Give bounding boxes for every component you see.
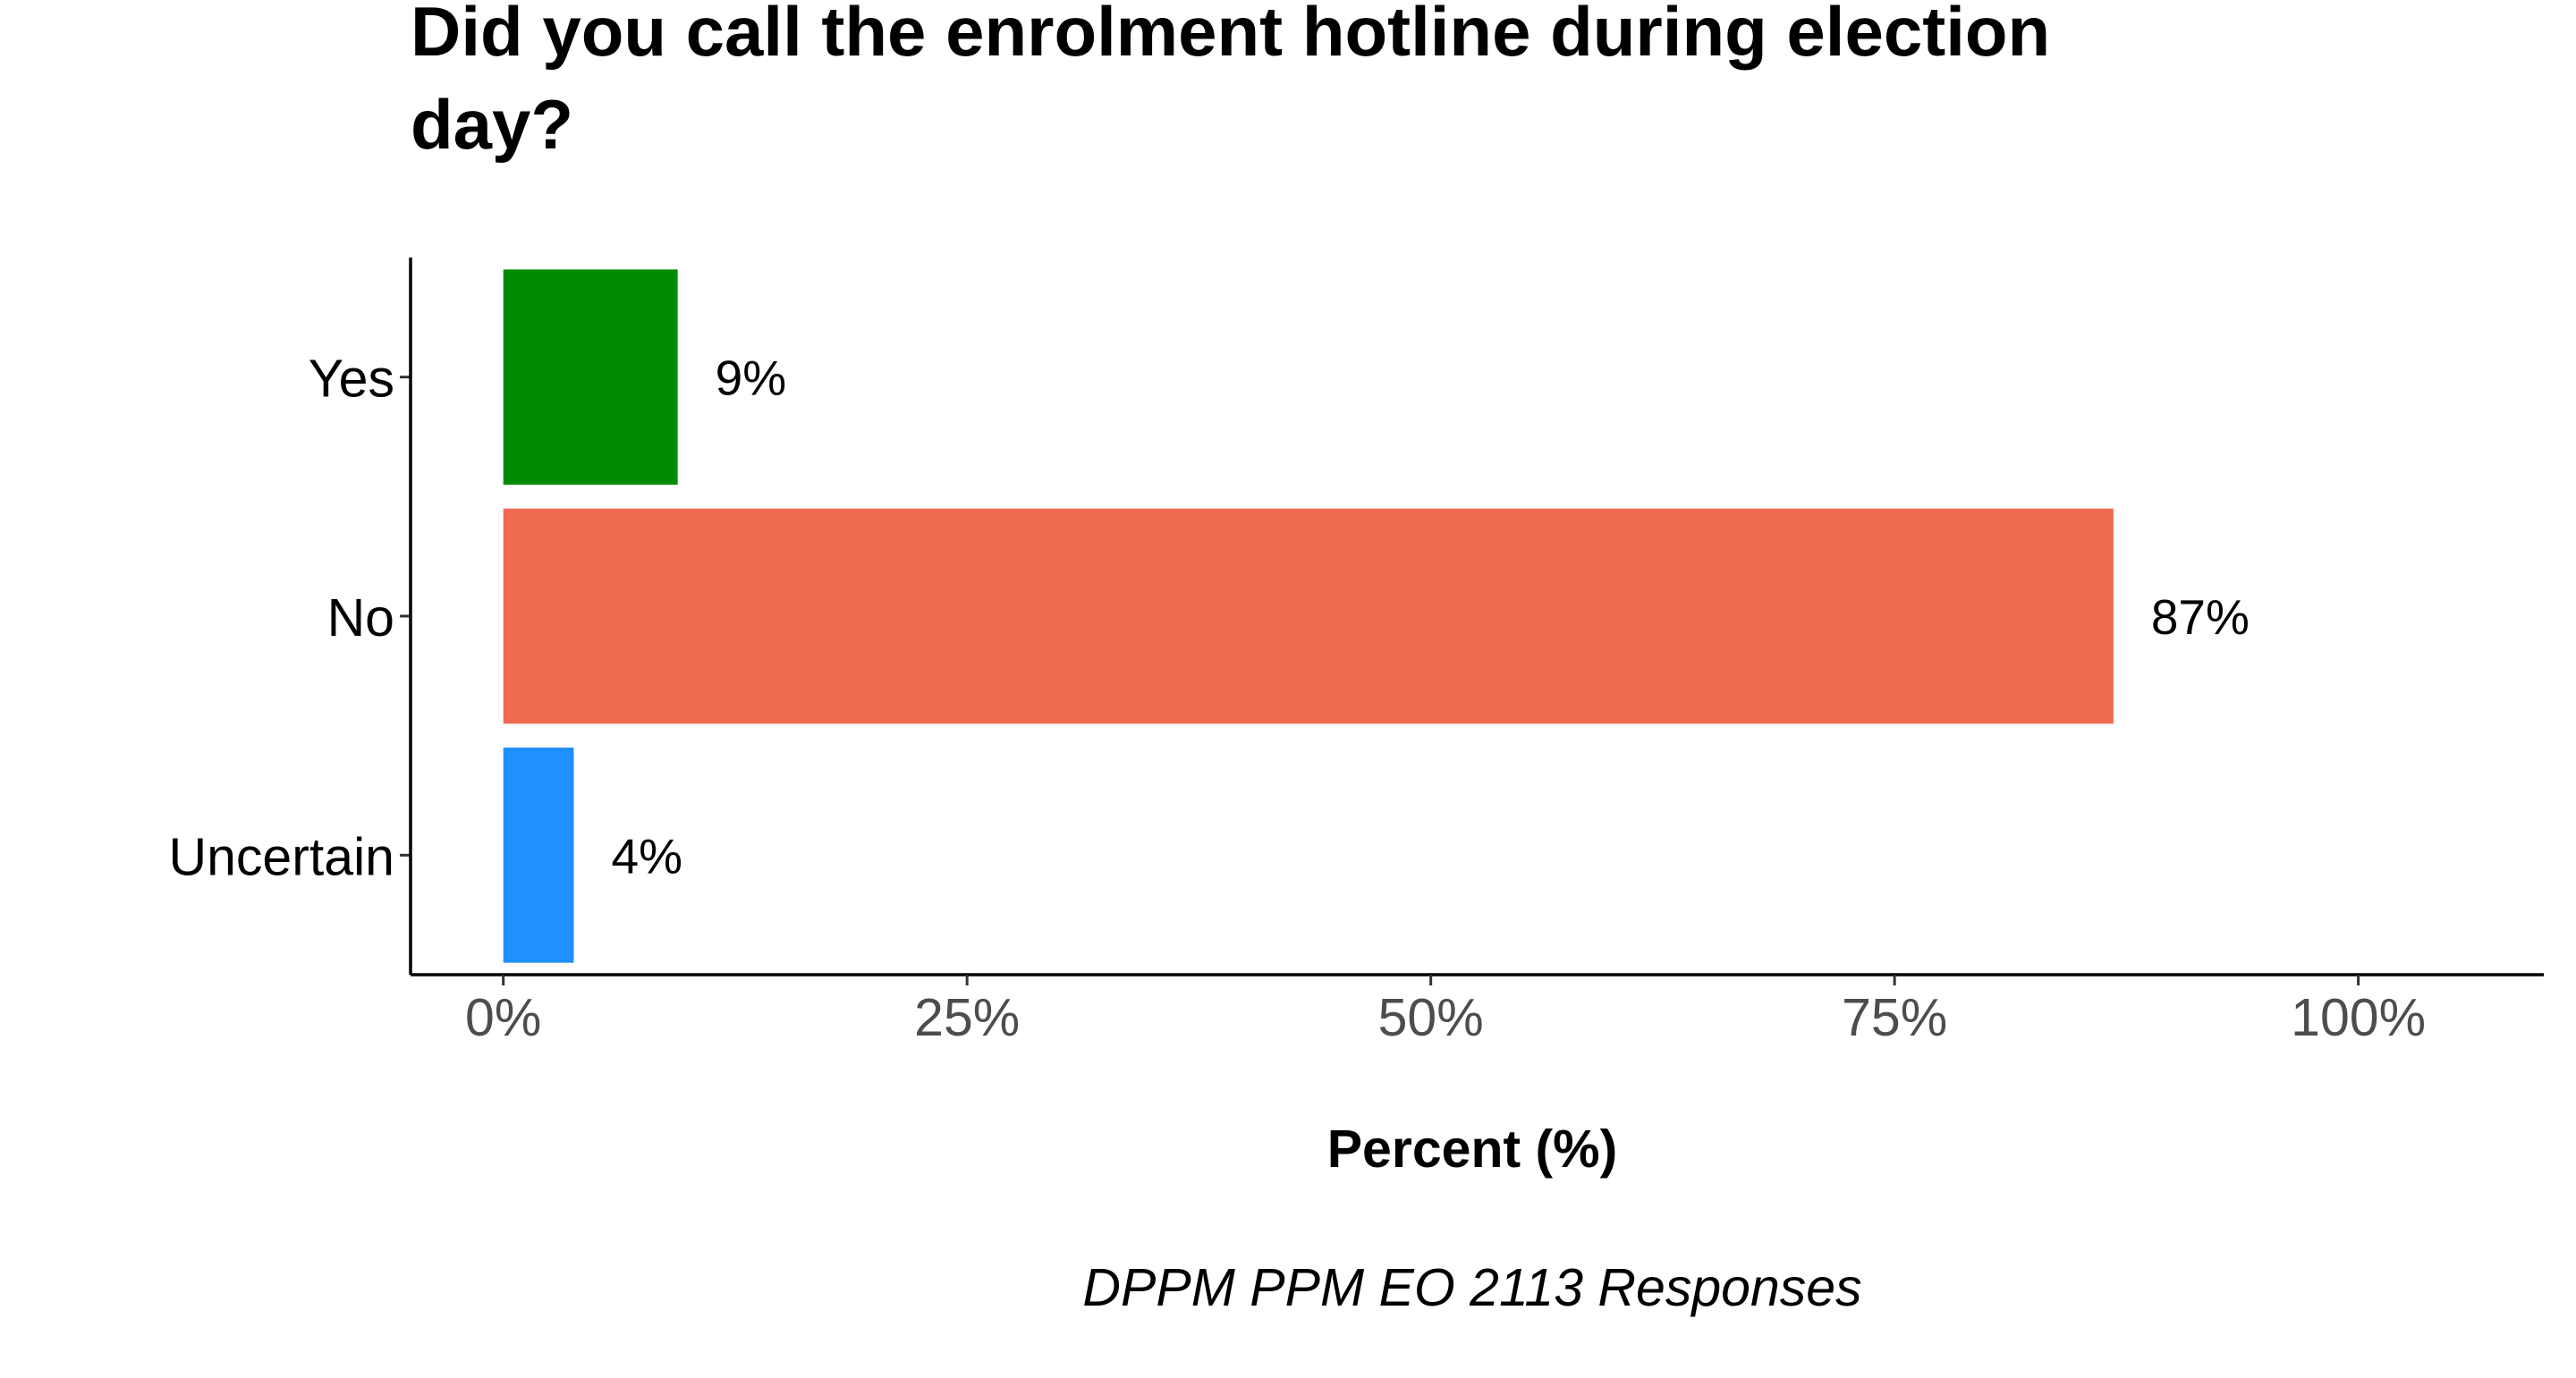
bar-no <box>503 508 2114 724</box>
chart-title: Did you call the enrolment hotline durin… <box>411 0 2050 164</box>
plot-area: Yes 9% No 87% Uncertain 4% 0% 25% 50% 75% 100% <box>168 258 2544 1047</box>
x-tick-label-25: 25% <box>914 988 1020 1047</box>
y-tick-label-yes: Yes <box>309 350 394 409</box>
chart-title-line-1: Did you call the enrolment hotline durin… <box>411 0 2050 71</box>
x-tick-label-100: 100% <box>2291 988 2426 1047</box>
y-tick-label-no: No <box>327 588 394 647</box>
data-label-no: 87% <box>2151 589 2250 645</box>
bar-yes <box>503 269 678 485</box>
chart-title-line-2: day? <box>411 85 573 164</box>
y-tick-label-uncertain: Uncertain <box>168 827 394 886</box>
bar-uncertain <box>503 748 574 963</box>
data-label-yes: 9% <box>716 351 787 406</box>
x-tick-label-0: 0% <box>465 988 541 1047</box>
x-axis-title: Percent (%) <box>1327 1120 1618 1179</box>
chart-caption: DPPM PPM EO 2113 Responses <box>1082 1258 1861 1317</box>
x-tick-label-50: 50% <box>1378 988 1484 1047</box>
data-label-uncertain: 4% <box>612 828 683 883</box>
x-tick-label-75: 75% <box>1842 988 1947 1047</box>
